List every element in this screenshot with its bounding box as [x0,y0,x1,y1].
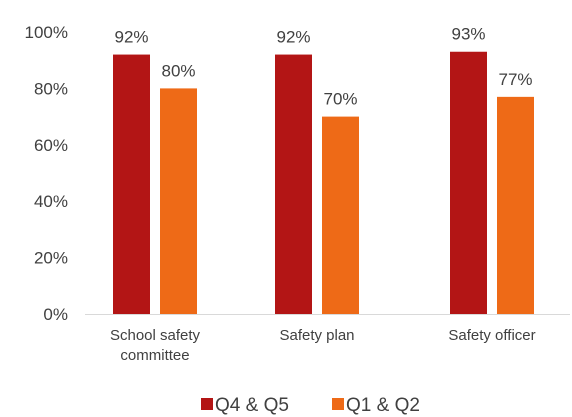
legend-swatch [201,398,213,410]
category-label: Safety officer [448,327,535,344]
category-label: Safety plan [279,327,354,344]
y-tick-label: 60% [34,136,68,155]
legend: Q4 & Q5 Q1 & Q2 [201,395,420,416]
bar [113,54,150,315]
y-tick-label: 100% [25,23,68,42]
bars [113,51,534,315]
bar [160,88,197,315]
bar [497,96,534,314]
bar [275,54,312,315]
data-labels: 92% 92% 93% 80% 70% 77% [114,25,532,109]
y-tick-label: 20% [34,249,68,268]
data-label: 77% [498,70,532,89]
y-axis: 0% 20% 40% 60% 80% 100% [25,23,68,324]
data-label: 93% [451,25,485,44]
legend-label: Q4 & Q5 [215,395,289,416]
legend-swatch [332,398,344,410]
y-tick-label: 80% [34,79,68,98]
data-label: 80% [161,61,195,80]
data-label: 92% [276,28,310,47]
bar [450,51,487,315]
data-label: 92% [114,28,148,47]
bar [322,116,359,314]
category-label: School safety committee [110,327,201,364]
y-tick-label: 0% [43,305,68,324]
y-tick-label: 40% [34,192,68,211]
legend-label: Q1 & Q2 [346,395,420,416]
x-axis: School safety committee Safety plan Safety … [85,314,570,364]
data-label: 70% [323,90,357,109]
